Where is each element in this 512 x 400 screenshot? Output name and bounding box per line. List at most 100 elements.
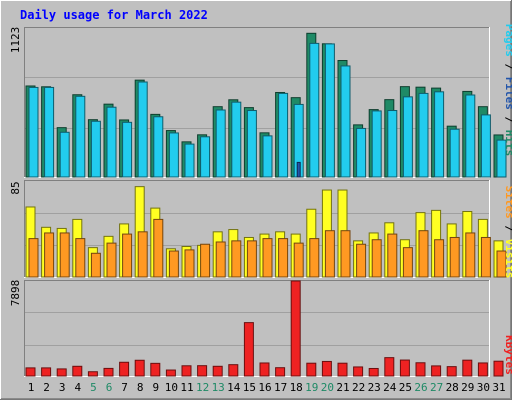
sites-bar	[184, 249, 195, 278]
sites-bar	[356, 243, 367, 278]
kbytes-bar	[119, 361, 130, 377]
legend-files: Files	[503, 77, 512, 110]
files-bar	[496, 139, 507, 178]
kbytes-bar	[321, 360, 332, 377]
pages-bar	[296, 161, 301, 178]
x-tick-label: 25	[399, 381, 412, 394]
sites-bar	[231, 240, 242, 278]
x-tick-label: 8	[137, 381, 144, 394]
files-bar	[262, 135, 273, 178]
x-axis-labels: 1 2 3 4 5 6 7 8 9 10 11 12 13 14 15 16 17 18 19 20 21 22 23 24 2…	[28, 381, 506, 394]
kbytes-bar	[337, 362, 348, 377]
kbytes-bar	[212, 365, 223, 377]
files-bar	[28, 86, 39, 178]
kbytes-bar	[493, 360, 504, 377]
files-bar	[200, 136, 211, 178]
sites-bar	[262, 238, 273, 278]
files-bar	[449, 128, 460, 178]
kbytes-bar	[368, 367, 379, 377]
legend-pages: Pages	[503, 24, 512, 57]
kbytes-bar	[165, 369, 176, 377]
files-bar	[434, 91, 445, 178]
files-bar	[340, 65, 351, 178]
sites-bar	[200, 243, 211, 278]
files-bar	[309, 42, 320, 178]
x-tick-label: 24	[383, 381, 397, 394]
x-tick-label: 19	[305, 381, 318, 394]
x-tick-label: 5	[90, 381, 97, 394]
x-tick-label: 31	[492, 381, 505, 394]
panel3-legend: KBytes	[503, 335, 512, 375]
files-bar	[418, 92, 429, 178]
files-bar	[153, 116, 164, 178]
x-tick-label: 1	[28, 381, 35, 394]
sites-bar	[59, 232, 70, 278]
files-bar	[75, 95, 86, 178]
sites-bar	[402, 247, 413, 278]
kbytes-bar	[197, 365, 208, 377]
files-bar	[90, 120, 101, 178]
sites-bar	[122, 233, 133, 278]
kbytes-bar	[446, 366, 457, 377]
x-tick-label: 7	[121, 381, 128, 394]
x-tick-label: 30	[477, 381, 490, 394]
legend-sites: Sites	[503, 186, 512, 219]
sites-bar	[418, 230, 429, 278]
files-bar	[137, 81, 148, 178]
files-bar	[184, 143, 195, 178]
x-tick-label: 10	[165, 381, 178, 394]
files-bar	[324, 43, 335, 178]
chart-title: Daily usage for March 2022	[20, 8, 208, 22]
sites-bar	[215, 241, 226, 278]
files-bar	[371, 110, 382, 178]
kbytes-bar	[353, 366, 364, 377]
kbytes-bar	[181, 365, 192, 377]
kbytes-bar	[243, 322, 254, 377]
kbytes-bar	[150, 362, 161, 377]
files-bar	[122, 121, 133, 178]
sites-bar	[278, 238, 289, 278]
kbytes-bar	[259, 362, 270, 377]
files-bar	[246, 110, 257, 178]
files-bar	[231, 101, 242, 178]
kbytes-bar	[431, 365, 442, 377]
x-tick-label: 3	[59, 381, 66, 394]
sites-bar	[168, 250, 179, 278]
kbytes-bar	[290, 280, 301, 377]
files-bar	[278, 92, 289, 178]
x-tick-label: 6	[106, 381, 113, 394]
sites-bar	[465, 232, 476, 278]
kbytes-bar	[103, 367, 114, 377]
panel3-ymax-label: 7898	[9, 280, 22, 307]
sites-bar	[496, 250, 507, 278]
sites-bar	[449, 236, 460, 278]
kbytes-bar	[275, 367, 286, 377]
sites-bar	[106, 242, 117, 278]
files-bar	[168, 132, 179, 178]
x-tick-label: 29	[461, 381, 474, 394]
legend-hits: Hits	[503, 130, 512, 157]
sites-bar	[44, 232, 55, 278]
sites-bar	[90, 252, 101, 278]
files-bar	[387, 110, 398, 178]
kbytes-bar	[306, 362, 317, 377]
x-tick-label: 23	[368, 381, 381, 394]
sites-bar	[480, 236, 491, 278]
hits-files-pages-panel	[24, 27, 507, 178]
sites-bar	[324, 230, 335, 278]
kbytes-bar	[87, 371, 98, 377]
panel1-ymax-label: 1123	[9, 27, 22, 54]
kbytes-bar	[399, 359, 410, 377]
kbytes-bar	[41, 367, 52, 377]
files-bar	[106, 106, 117, 178]
kbytes-bar	[134, 359, 145, 377]
x-tick-label: 26	[414, 381, 427, 394]
kbytes-bar	[384, 357, 395, 377]
x-tick-label: 13	[212, 381, 225, 394]
sites-bar	[75, 238, 86, 278]
files-bar	[465, 94, 476, 178]
kbytes-bar	[415, 362, 426, 377]
x-tick-label: 14	[227, 381, 241, 394]
x-tick-label: 28	[446, 381, 459, 394]
